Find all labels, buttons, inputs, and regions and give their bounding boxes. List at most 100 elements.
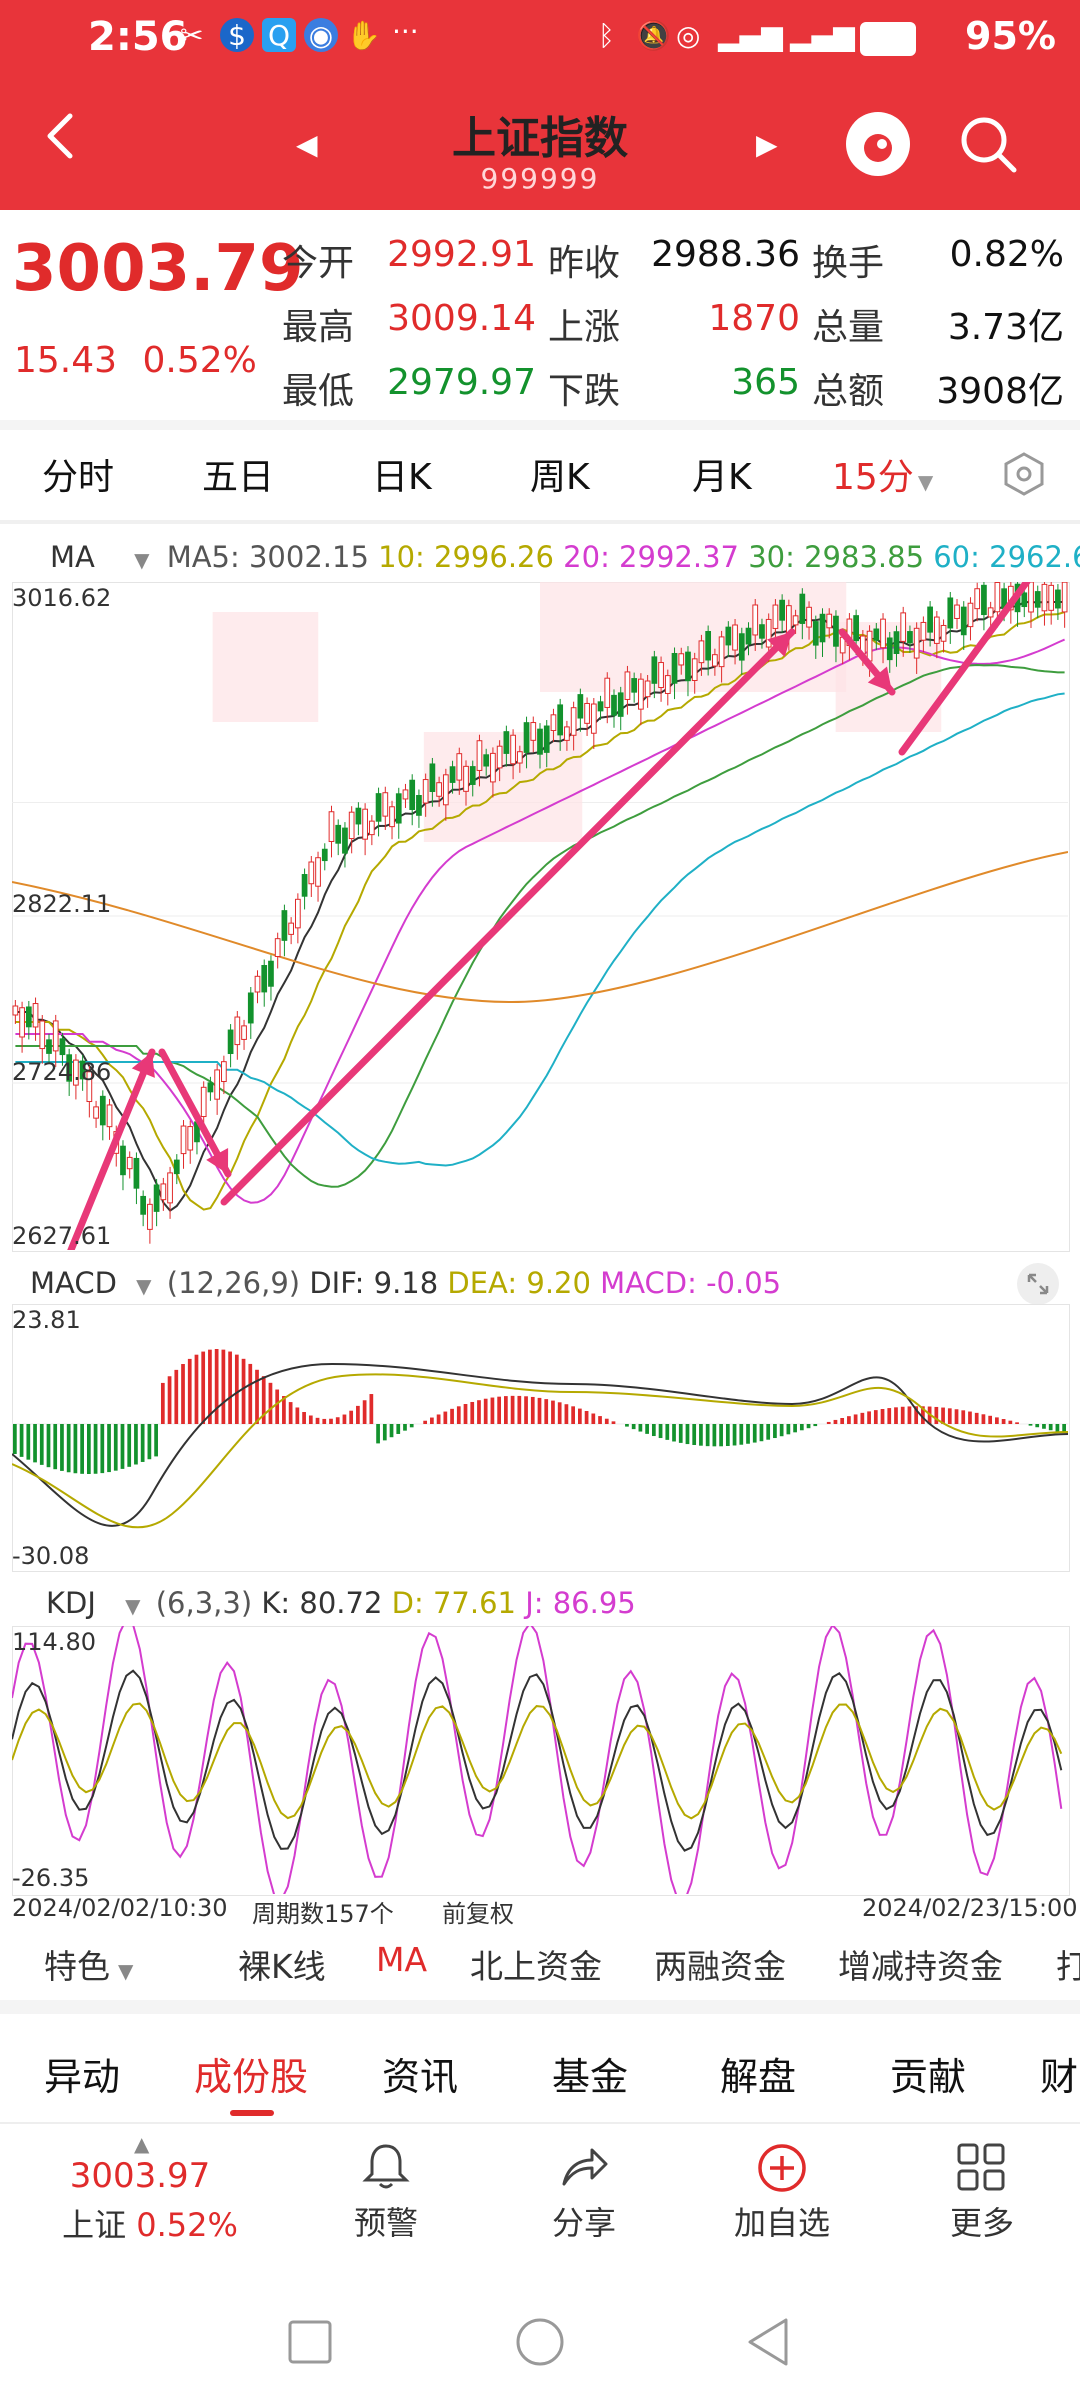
hotspot-icon: ◎ [676,19,701,52]
macd-chart-panel[interactable] [12,1304,1070,1572]
macd-bar [423,1420,428,1424]
macd-bar [625,1424,629,1427]
macd-bar [894,1407,898,1424]
prev-stock-arrow-icon[interactable]: ◀ [296,128,318,161]
axis-label: -26.35 [12,1864,90,1892]
candle-body [389,806,395,828]
adjust-type[interactable]: 前复权 [442,1900,514,1928]
macd-bar [93,1424,98,1474]
tool-ma[interactable]: MA [376,1940,428,1979]
nav-share[interactable]: 分享 [551,2204,616,2242]
annotation-arrow-head [867,666,892,692]
chevron-down-icon: ▼ [917,470,934,494]
macd-bar [154,1424,158,1457]
back-button[interactable] [36,110,88,162]
candle-body [294,898,301,929]
macd-indicator-bar[interactable]: MACD ▼ (12,26,9) DIF: 9.18 DEA: 9.20 MAC… [30,1266,781,1300]
tool-northbound[interactable]: 北上资金 [470,1947,602,1986]
grid-more-icon[interactable] [956,2142,1006,2192]
settings-hexagon-icon[interactable] [1000,450,1048,498]
tab-analysis[interactable]: 解盘 [720,2055,797,2099]
candle-body [826,613,833,629]
macd-chart[interactable] [12,1304,1068,1570]
tab-monthly-k[interactable]: 月K [692,457,752,498]
tab-movement[interactable]: 异动 [44,2055,121,2099]
tab-funds[interactable]: 基金 [552,2055,629,2099]
kdj-chart-panel[interactable] [12,1626,1070,1896]
back-nav-icon[interactable] [744,2316,792,2368]
tab-weekly-k[interactable]: 周K [530,457,590,498]
macd-bar [19,1424,24,1457]
tool-more[interactable]: 打 [1056,1947,1080,1986]
highlight-zone [423,732,583,842]
candle-body [416,795,422,816]
macd-bar [786,1424,791,1435]
tab-constituents[interactable]: 成份股 [194,2055,309,2099]
expand-icon[interactable] [1016,1262,1060,1306]
chevron-down-icon: ▼ [125,1594,141,1618]
tab-five-day[interactable]: 五日 [202,457,275,498]
tab-finance[interactable]: 财 [1040,2055,1079,2099]
nav-index-price[interactable]: 3003.97 [69,2156,211,2196]
home-icon[interactable] [514,2316,566,2368]
candle-body [651,656,658,684]
kline-chart[interactable] [12,582,1068,1250]
macd-bar [840,1418,845,1424]
page-title: 上证指数 [452,113,628,164]
annotation-arrow-head [206,1148,229,1174]
macd-bar [961,1410,966,1424]
tab-contribution[interactable]: 贡献 [890,2055,967,2099]
search-app-icon: Q [262,18,296,52]
feature-dropdown[interactable]: 特色 ▼ [44,1940,133,1988]
candle-body [147,1203,153,1230]
search-icon[interactable] [956,112,1020,176]
quote-label: 总量 [812,307,885,348]
candle-body [140,1195,147,1215]
next-stock-arrow-icon[interactable]: ▶ [756,128,778,161]
candle-body [1028,582,1034,613]
recent-apps-icon[interactable] [286,2318,334,2366]
macd-bar [73,1424,78,1474]
tab-timeshare[interactable]: 分时 [42,457,115,498]
candle-body [712,654,718,667]
battery-icon [860,22,916,56]
signal-icon-2: ▂▄▆ [790,19,855,52]
tool-naked-k[interactable]: 裸K线 [238,1947,326,1986]
kdj-chart[interactable] [12,1626,1068,1894]
nav-index-sub[interactable]: 上证 0.52% [40,2200,260,2246]
candle-body [429,763,436,793]
candle-body [153,1184,160,1212]
mascot-icon[interactable] [846,112,910,176]
candle-body [268,960,274,987]
highlight-zone [212,612,319,722]
candle-body [99,1095,106,1126]
nav-add-watchlist[interactable]: 加自选 [733,2204,830,2242]
browser-icon: ◉ [304,18,338,52]
tab-daily-k[interactable]: 日K [372,457,432,498]
macd-bar [598,1416,602,1424]
add-circle-icon[interactable] [756,2142,808,2194]
candle-body [557,704,564,736]
candle-body [490,752,496,783]
tool-holdings[interactable]: 增减持资金 [838,1947,1003,1986]
tab-news[interactable]: 资讯 [382,2055,459,2099]
quote-label: 上涨 [548,307,621,348]
macd-bar [799,1424,804,1431]
macd-bar [1015,1422,1019,1424]
macd-bar [604,1418,609,1424]
annotation-arrow [898,582,1032,756]
bell-icon[interactable] [362,2140,410,2192]
ma-indicator-bar[interactable]: MA ▼ MA5: 3002.15 10: 2996.26 20: 2992.3… [50,540,1080,574]
divider [0,420,1080,430]
battery-level: 95% [965,14,1056,58]
nav-more[interactable]: 更多 [949,2204,1014,2242]
share-icon[interactable] [558,2142,610,2190]
nav-alert[interactable]: 预警 [353,2204,418,2242]
candle-body [954,604,960,619]
macd-bar [1028,1424,1033,1426]
tool-margin[interactable]: 两融资金 [654,1947,786,1986]
tab-15min[interactable]: 15分 ▼ [832,448,933,500]
candle-body [335,824,342,844]
kdj-indicator-bar[interactable]: KDJ ▼ (6,3,3) K: 80.72 D: 77.61 J: 86.95 [46,1586,636,1620]
macd-bar [275,1389,280,1424]
